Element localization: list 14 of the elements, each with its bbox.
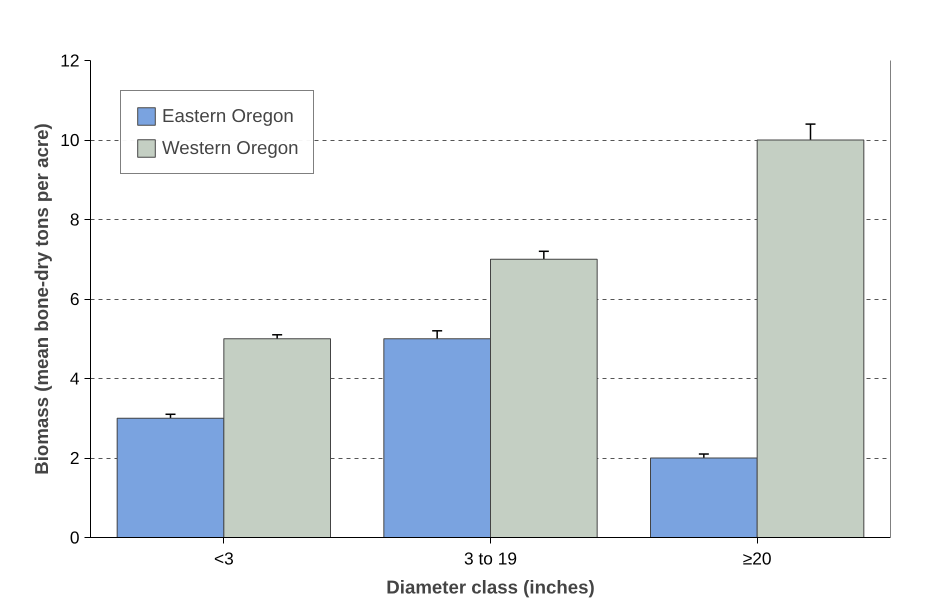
legend-label: Eastern Oregon [162,105,294,127]
y-tick-label: 0 [70,528,80,548]
y-tick-label: 10 [60,130,80,150]
x-tick-label: <3 [214,548,234,568]
y-tick-label: 6 [70,289,80,309]
y-tick-label: 2 [70,448,80,468]
x-tick-label: ≥20 [742,548,772,568]
y-axis-title: Biomass (mean bone-dry tons per acre) [31,123,52,475]
x-axis-title: Diameter class (inches) [386,576,595,598]
y-tick-label: 8 [70,210,80,230]
y-tick-label: 12 [60,50,80,70]
y-tick-label: 4 [70,368,80,388]
x-tick-label: 3 to 19 [464,548,518,568]
legend-label: Western Oregon [162,137,299,159]
